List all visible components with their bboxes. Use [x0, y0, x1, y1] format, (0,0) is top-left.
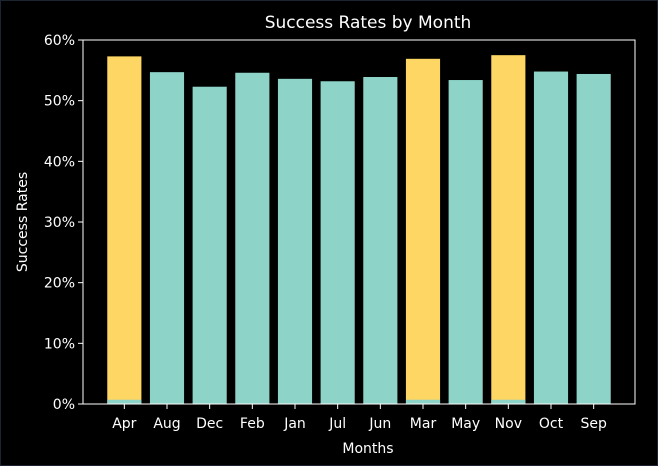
bar-nov — [491, 55, 526, 405]
bar-dec — [192, 86, 227, 405]
bars-group — [107, 55, 611, 405]
axes-group: Apr Aug Dec Feb Jan Jul Jun Mar May Nov Oct Sep 0% 10… — [44, 33, 636, 432]
x-tick-label: Nov — [495, 416, 522, 432]
x-tick-label: Apr — [112, 416, 136, 432]
y-tick-label: 60% — [44, 33, 75, 49]
y-tick-label: 0% — [53, 397, 75, 413]
x-tick-label: Dec — [196, 416, 223, 432]
y-tick-label: 30% — [44, 215, 75, 231]
x-tick-label: Jul — [328, 416, 346, 432]
y-tick-label: 40% — [44, 154, 75, 170]
chart-title: Success Rates by Month — [265, 13, 472, 33]
y-tick-label: 10% — [44, 336, 75, 352]
bar-oct — [533, 71, 569, 405]
bar-jan — [277, 78, 313, 405]
x-axis-label: Months — [342, 441, 393, 457]
x-tick-label: May — [451, 416, 480, 432]
x-tick-label: Sep — [580, 416, 607, 432]
bar-may — [448, 80, 483, 404]
bar-feb — [235, 72, 270, 404]
x-tick-label: Jan — [283, 416, 306, 432]
x-tick-label: Feb — [240, 416, 265, 432]
y-tick-label: 50% — [44, 94, 75, 110]
bar-sep — [576, 73, 611, 405]
x-tick-label: Jun — [368, 416, 391, 432]
bar-base-apr — [107, 399, 142, 404]
bar-apr — [107, 56, 142, 404]
bar-mar — [405, 58, 441, 404]
y-axis-label: Success Rates — [15, 172, 31, 272]
bar-jul — [320, 81, 355, 405]
x-tick-label: Mar — [410, 416, 437, 432]
x-tick-label: Oct — [539, 416, 564, 432]
y-tick-label: 20% — [44, 276, 75, 292]
bar-base-nov — [491, 399, 526, 404]
bar-base-mar — [405, 399, 441, 404]
bar-jun — [363, 77, 398, 405]
x-tick-label: Aug — [153, 416, 180, 432]
plot-frame — [82, 39, 636, 405]
bar-aug — [149, 72, 185, 405]
